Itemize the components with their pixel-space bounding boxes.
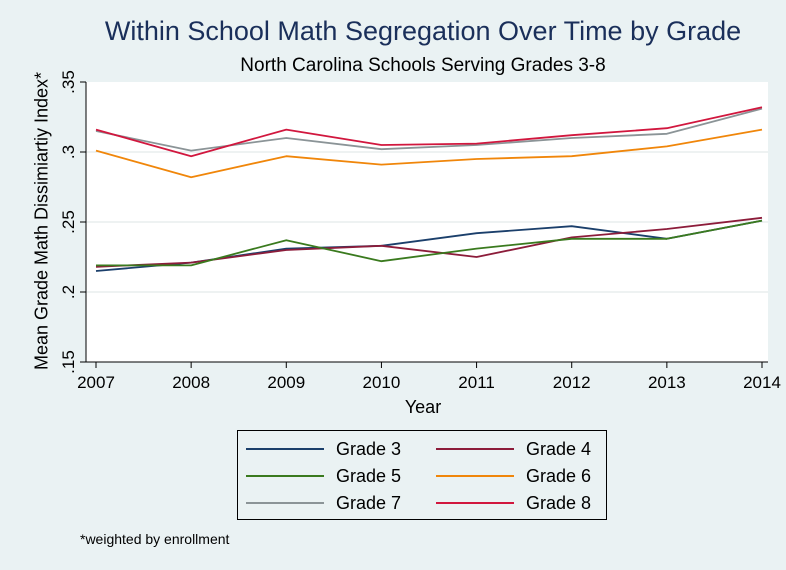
legend-item: Grade 8: [436, 491, 591, 515]
legend-label: Grade 4: [526, 438, 592, 459]
legend-swatch: [246, 502, 324, 504]
x-tick-label: 2012: [553, 373, 591, 392]
x-tick-label: 2013: [648, 373, 686, 392]
line-chart: .15 .2 .25 .3 .35 2007 2008 2009 2010 2011 2012 201…: [59, 70, 781, 392]
series-line-grade-8: [95, 106, 763, 158]
chart-subtitle: North Carolina Schools Serving Grades 3-…: [240, 55, 606, 76]
legend-label: Grade 8: [526, 492, 592, 513]
legend-swatch: [246, 448, 324, 450]
legend-swatch: [436, 475, 514, 477]
y-tick-label: .2: [59, 285, 78, 299]
legend-label: Grade 6: [526, 465, 592, 486]
x-tick-label: 2011: [458, 373, 495, 392]
x-tick-label: 2014: [743, 373, 781, 392]
x-tick-label: 2008: [172, 373, 210, 392]
y-tick-label: .35: [59, 70, 78, 94]
legend: Grade 3 Grade 4 Grade 5 Grade 6 Grade 7 Grade…: [237, 430, 607, 520]
x-tick-label: 2007: [77, 373, 115, 392]
series-line-grade-7: [95, 107, 763, 152]
legend-item: Grade 4: [436, 437, 591, 461]
legend-label: Grade 7: [336, 492, 402, 513]
x-tick-label: 2009: [267, 373, 305, 392]
legend-item: Grade 3: [246, 437, 401, 461]
footnote: *weighted by enrollment: [80, 531, 230, 547]
legend-label: Grade 3: [336, 438, 402, 459]
legend-label: Grade 5: [336, 465, 402, 486]
x-tick-label: 2010: [363, 373, 401, 392]
series-line-grade-5: [96, 219, 763, 267]
legend-swatch: [436, 448, 514, 450]
series-lines: [95, 106, 763, 272]
axes: .15 .2 .25 .3 .35 2007 2008 2009 2010 2011 2012 201…: [59, 70, 781, 392]
x-axis-label: Year: [404, 397, 442, 417]
legend-item: Grade 7: [246, 491, 401, 515]
legend-swatch: [246, 475, 324, 477]
y-axis-label: Mean Grade Math Dissimiartiy Index*: [31, 71, 52, 371]
legend-swatch: [436, 502, 514, 504]
series-line-grade-6: [95, 128, 763, 179]
y-tick-label: .3: [59, 145, 78, 159]
gridlines: [86, 151, 768, 293]
legend-item: Grade 5: [246, 464, 401, 488]
y-tick-label: .15: [59, 350, 78, 374]
legend-item: Grade 6: [436, 464, 591, 488]
y-tick-label: .25: [59, 210, 78, 234]
chart-title: Within School Math Segregation Over Time…: [104, 16, 742, 46]
